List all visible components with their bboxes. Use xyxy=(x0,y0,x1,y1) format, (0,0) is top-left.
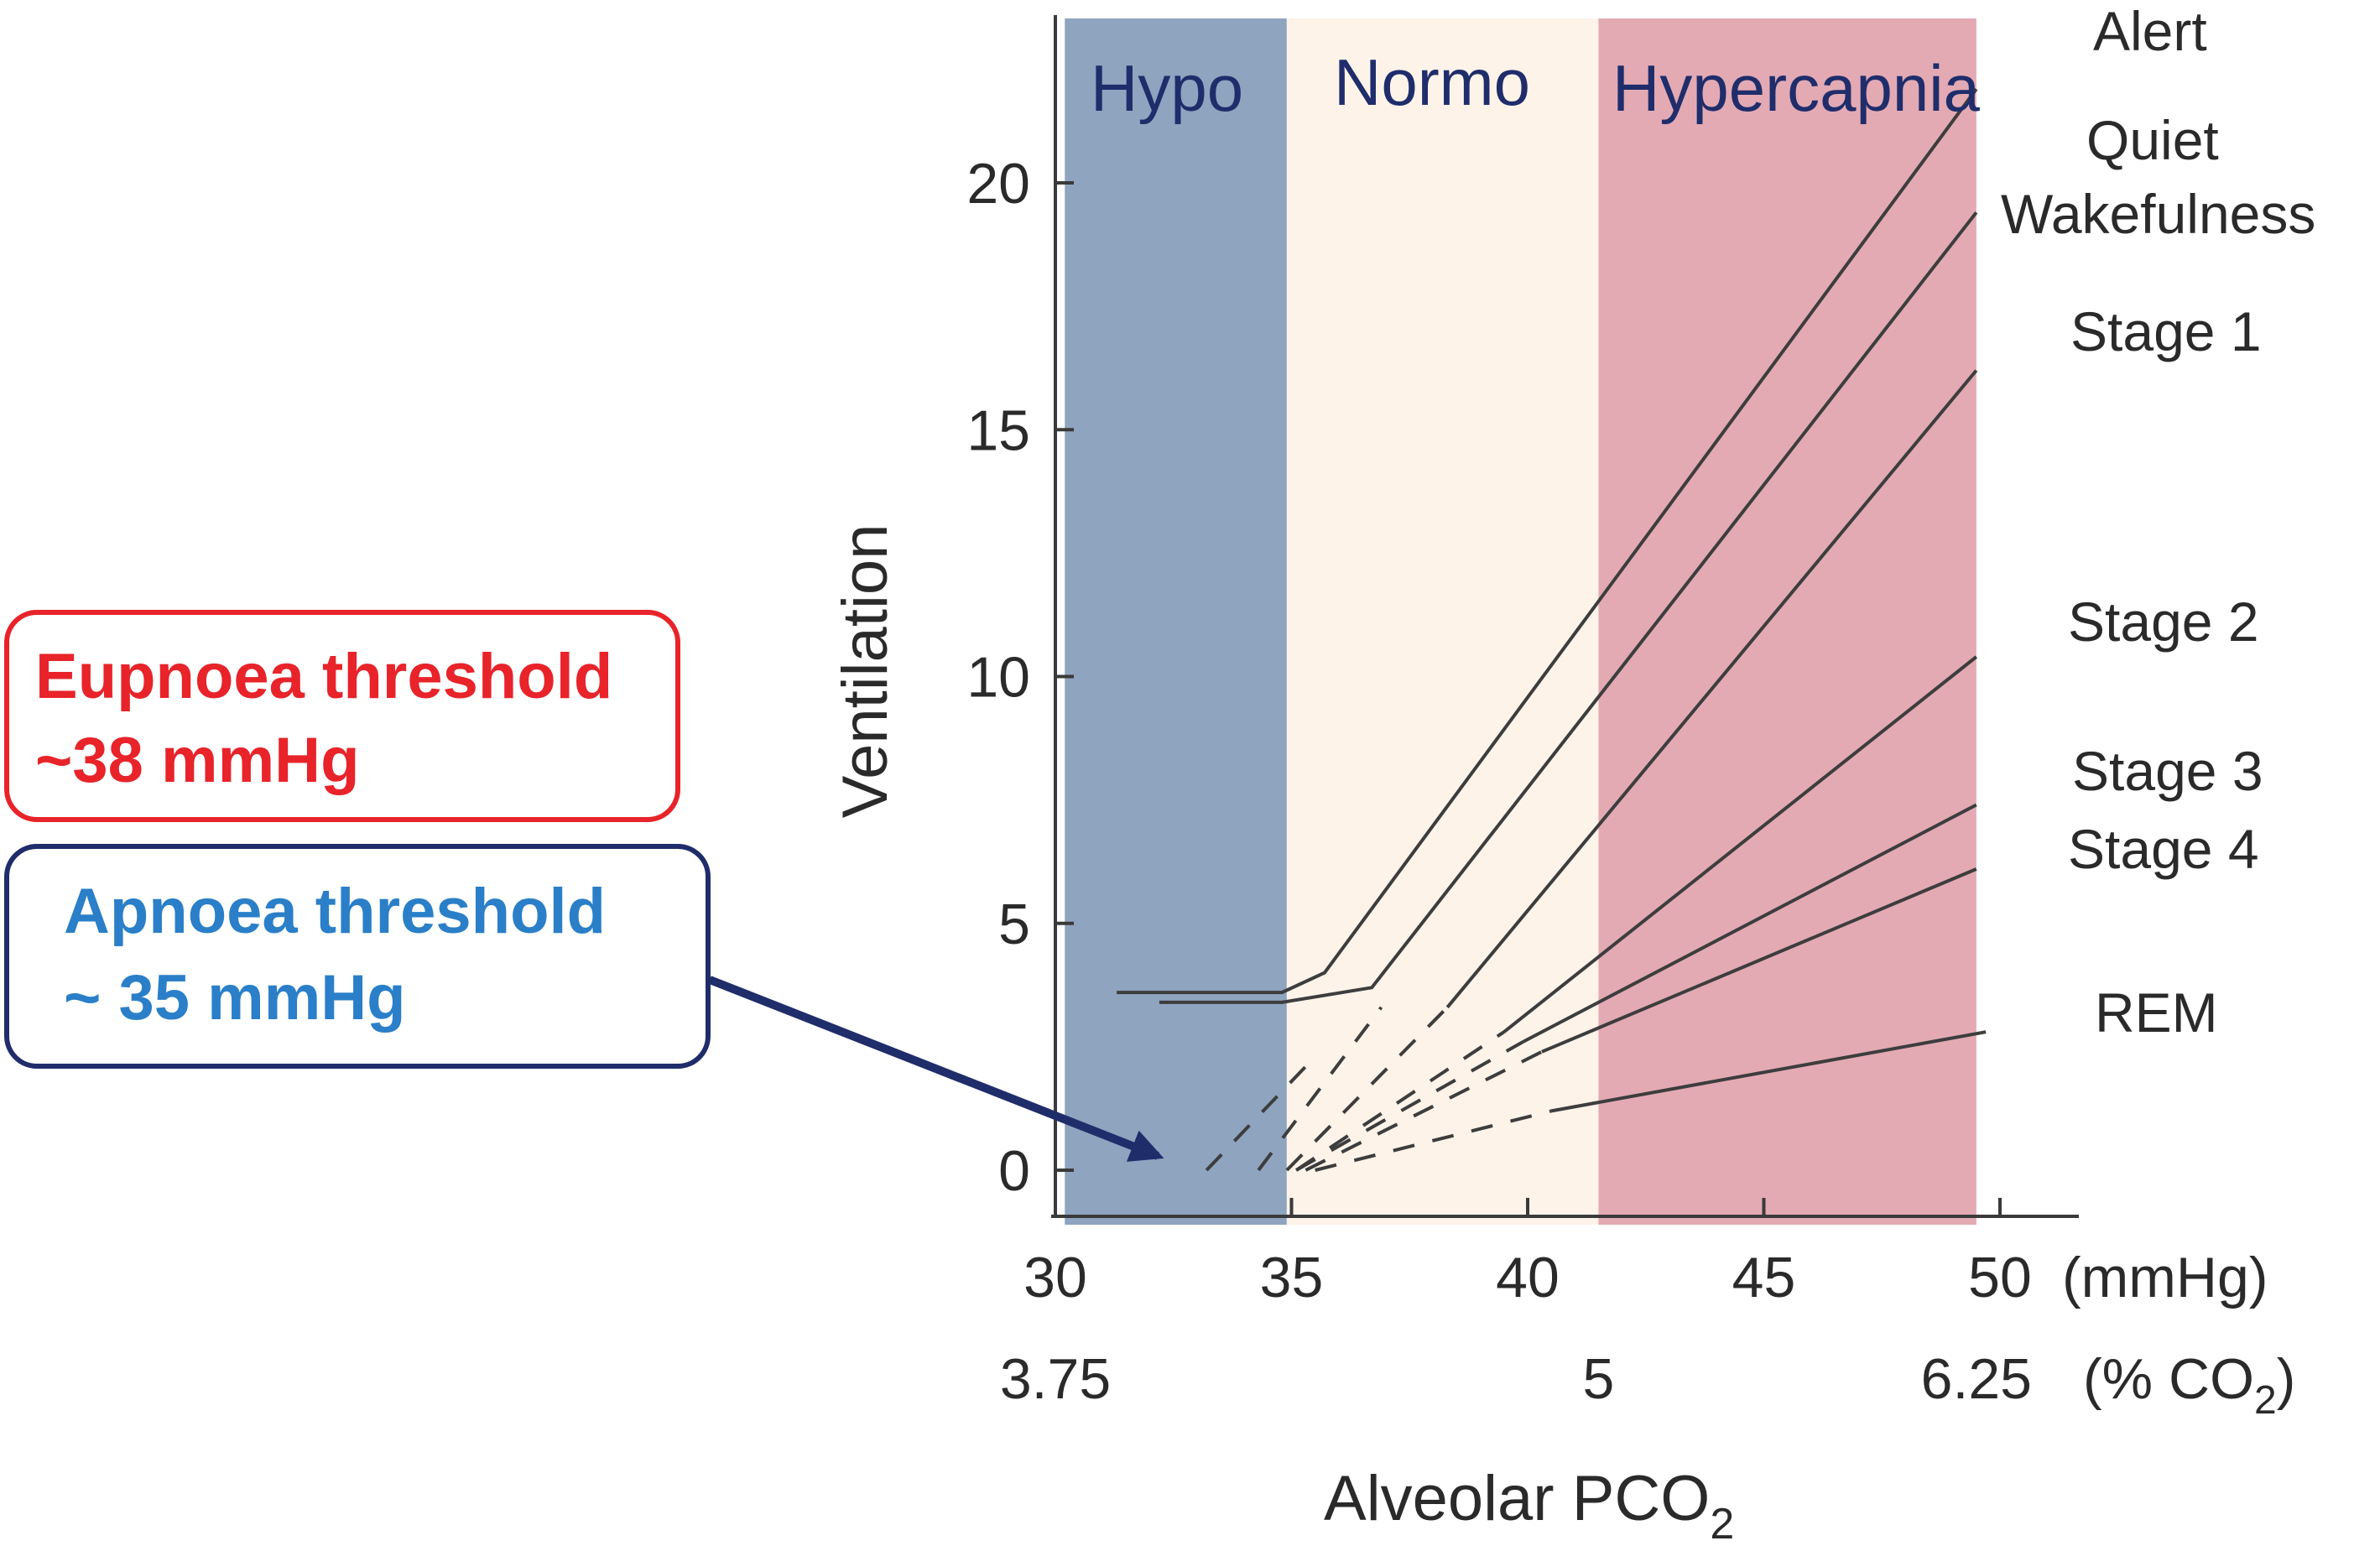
series-rem-dashed-line xyxy=(1315,1109,1552,1172)
x-tick-label-40: 40 xyxy=(1496,1246,1560,1309)
y-tick-label-20: 20 xyxy=(966,152,1030,216)
eupnoea-callout-box xyxy=(4,610,680,822)
series-stage-3-solid-line xyxy=(1522,803,1977,1044)
region-hypo xyxy=(1065,18,1287,1225)
series-label-wakefulness: Wakefulness xyxy=(2001,183,2315,245)
apnoea-callout-box xyxy=(4,844,711,1069)
x-unit-percent-main: (% CO xyxy=(2083,1347,2254,1411)
series-stage-1 xyxy=(1285,369,1978,1172)
series-quiet-wakefulness xyxy=(1159,211,1978,1172)
y-tick-label-0: 0 xyxy=(998,1139,1030,1203)
series-label-alert: Alert xyxy=(2093,0,2207,62)
apnoea-callout-line1: Apnoea threshold xyxy=(64,876,606,947)
region-label-hypercapnia: Hypercapnia xyxy=(1612,51,1981,125)
region-label-hypo: Hypo xyxy=(1091,51,1243,125)
apnoea-arrow xyxy=(708,976,1164,1162)
region-normo xyxy=(1286,18,1599,1225)
series-stage-2 xyxy=(1294,655,1978,1172)
series-label-stage-3: Stage 3 xyxy=(2072,740,2263,802)
series-stage-2-dashed-line xyxy=(1294,1030,1505,1172)
x-unit-percent-subscript: 2 xyxy=(2254,1378,2277,1423)
x-secondary-tick-label-2: 6.25 xyxy=(1921,1347,2032,1411)
series-stage-4 xyxy=(1305,867,1977,1172)
series-label-stage-4: Stage 4 xyxy=(2068,818,2259,880)
x-tick-label-50: 50 xyxy=(1968,1246,2032,1309)
series-label-quiet: Quiet xyxy=(2086,109,2219,171)
series-stage-1-solid-line xyxy=(1445,369,1978,1009)
series-rem-solid-line xyxy=(1550,1030,1987,1113)
x-axis-title: Alveolar PCO2 xyxy=(1324,1463,1734,1542)
series-stage-4-dashed-line xyxy=(1305,1050,1543,1172)
region-label-normo: Normo xyxy=(1334,45,1530,119)
series-alert-dashed-line xyxy=(1205,1055,1317,1172)
y-tick-label-5: 5 xyxy=(998,893,1030,956)
series-stage-4-solid-line xyxy=(1541,867,1977,1054)
x-unit-mmhg: (mmHg) xyxy=(2062,1246,2268,1309)
x-axis-title-subscript: 2 xyxy=(1710,1500,1734,1542)
series-alert xyxy=(1117,88,1978,1172)
apnoea-callout-line2: ~ 35 mmHg xyxy=(64,962,406,1033)
series-stage-2-solid-line xyxy=(1502,655,1978,1033)
series-labels: Alert Quiet Wakefulness Stage 1 Stage 2 … xyxy=(2001,0,2315,1044)
series-stage-3-dashed-line xyxy=(1295,1040,1524,1172)
region-hypercapnia xyxy=(1598,18,1976,1225)
eupnoea-callout-line2: ~38 mmHg xyxy=(35,725,360,796)
series-quiet-wakefulness-dashed-line xyxy=(1257,1006,1383,1172)
x-tick-label-30: 30 xyxy=(1023,1246,1087,1309)
series-label-stage-2: Stage 2 xyxy=(2068,591,2259,653)
series-rem xyxy=(1315,1030,1987,1172)
y-tick-label-10: 10 xyxy=(966,646,1030,710)
series-alert-solid-line xyxy=(1117,88,1978,995)
series-label-rem: REM xyxy=(2095,981,2218,1044)
x-tick-label-35: 35 xyxy=(1260,1246,1324,1309)
series-label-stage-1: Stage 1 xyxy=(2070,300,2262,362)
x-axis-title-main: Alveolar PCO xyxy=(1324,1463,1710,1534)
x-unit-percent-co2: (% CO2) xyxy=(2083,1347,2295,1423)
series-quiet-wakefulness-solid-line xyxy=(1159,211,1978,1004)
apnoea-callout: Apnoea threshold ~ 35 mmHg xyxy=(4,844,711,1069)
eupnoea-callout-line1: Eupnoea threshold xyxy=(35,641,612,712)
eupnoea-callout: Eupnoea threshold ~38 mmHg xyxy=(4,610,680,822)
x-secondary-tick-label-0: 3.75 xyxy=(1000,1347,1111,1411)
y-tick-label-15: 15 xyxy=(966,398,1030,462)
axes xyxy=(1051,15,2079,1218)
tick-labels: 0 5 10 15 20 30 35 40 45 50 3.75 5 6.25 xyxy=(966,152,2032,1411)
x-unit-percent-close: ) xyxy=(2277,1347,2296,1411)
x-tick-label-45: 45 xyxy=(1732,1246,1796,1309)
y-axis-title: Ventilation xyxy=(830,524,901,819)
series-stage-3 xyxy=(1295,803,1977,1172)
ventilation-curves xyxy=(1117,88,1987,1172)
co2-regions xyxy=(1065,18,1976,1225)
x-secondary-tick-label-1: 5 xyxy=(1583,1347,1615,1411)
